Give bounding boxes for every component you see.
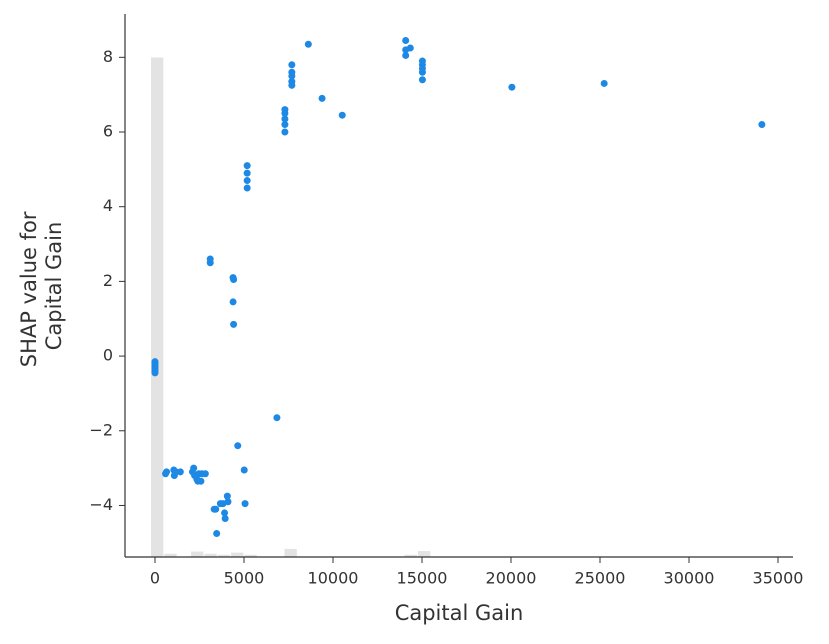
y-tick-label: −2: [89, 420, 113, 439]
point: [230, 276, 238, 284]
x-tick-label: 30000: [664, 569, 715, 588]
x-axis-label: Capital Gain: [395, 601, 524, 625]
x-tick-label: 0: [150, 569, 160, 588]
point: [230, 320, 238, 328]
histogram-bar: [164, 553, 177, 557]
point: [241, 500, 249, 508]
point: [221, 509, 229, 517]
point: [281, 115, 289, 123]
point: [221, 515, 229, 523]
histogram-bar: [217, 554, 231, 557]
histogram-bar: [191, 551, 204, 557]
histogram-bar: [231, 552, 244, 557]
point: [190, 464, 198, 472]
point: [201, 470, 209, 478]
y-axis-label: SHAP value for Capital Gain: [17, 205, 66, 367]
point: [224, 498, 232, 506]
point: [176, 468, 184, 476]
point: [212, 505, 220, 513]
y-tick-label: 8: [103, 47, 113, 66]
point: [197, 477, 205, 485]
point: [418, 76, 426, 84]
point: [406, 44, 414, 52]
point: [418, 68, 426, 76]
histogram-bar: [404, 554, 417, 557]
point: [288, 81, 296, 89]
point: [281, 109, 289, 117]
y-tick-label: 0: [103, 346, 113, 365]
point: [758, 121, 766, 129]
y-axis-label-line: Capital Gain: [42, 222, 66, 351]
histogram-bar: [417, 551, 431, 557]
point: [273, 414, 281, 422]
point: [163, 468, 171, 476]
y-tick-label: 4: [103, 196, 113, 215]
y-tick-label: −4: [89, 495, 113, 514]
y-tick-label: 2: [103, 271, 113, 290]
point: [234, 442, 242, 450]
point: [600, 79, 608, 87]
point: [281, 121, 289, 129]
point: [318, 94, 326, 102]
x-tick-label: 5000: [224, 569, 265, 588]
point: [213, 529, 221, 537]
point: [402, 37, 410, 45]
point: [151, 369, 159, 377]
point: [240, 466, 248, 474]
y-tick-label: 6: [103, 122, 113, 141]
histogram-bar: [204, 553, 217, 557]
point: [243, 177, 251, 185]
point: [338, 111, 346, 119]
point: [304, 40, 312, 48]
histogram-bar: [244, 554, 257, 557]
x-tick-label: 20000: [486, 569, 537, 588]
x-tick-label: 15000: [397, 569, 448, 588]
y-axis-label-line: SHAP value for: [17, 211, 41, 367]
point: [243, 162, 251, 170]
point: [281, 128, 289, 136]
histogram-bar: [150, 57, 164, 557]
point: [223, 492, 231, 500]
point: [243, 184, 251, 192]
x-tick-label: 10000: [308, 569, 359, 588]
point: [402, 51, 410, 59]
point: [243, 169, 251, 177]
point: [288, 61, 296, 69]
x-tick-label: 25000: [575, 569, 626, 588]
point: [288, 72, 296, 80]
point: [508, 83, 516, 91]
point: [229, 298, 237, 306]
histogram-bar: [284, 548, 297, 557]
point: [206, 259, 214, 267]
x-tick-label: 35000: [753, 569, 804, 588]
